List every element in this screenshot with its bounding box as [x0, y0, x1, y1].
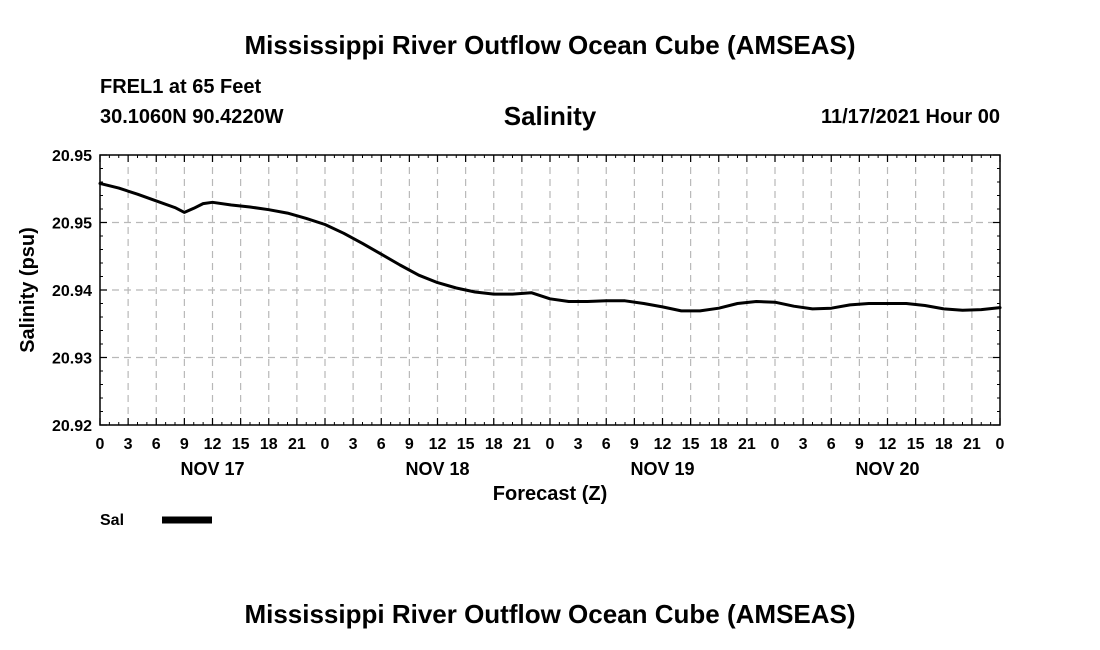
page-title: Mississippi River Outflow Ocean Cube (AM… — [244, 30, 856, 60]
coordinates-label: 30.1060N 90.4220W — [100, 106, 284, 128]
x-tick-label: 6 — [827, 436, 836, 453]
x-tick-label: 3 — [574, 436, 583, 453]
x-tick-label: 21 — [963, 436, 981, 453]
x-tick-label: 18 — [935, 436, 953, 453]
x-tick-label: 18 — [485, 436, 503, 453]
legend-label: Sal — [100, 512, 124, 529]
station-label: FREL1 at 65 Feet — [100, 76, 262, 98]
x-tick-label: 3 — [349, 436, 358, 453]
y-tick-label: 20.94 — [52, 283, 92, 300]
y-tick-label: 20.95 — [52, 148, 92, 165]
x-tick-label: 9 — [630, 436, 639, 453]
footer-title: Mississippi River Outflow Ocean Cube (AM… — [244, 599, 856, 629]
x-tick-label: 6 — [377, 436, 386, 453]
x-tick-label: 15 — [907, 436, 925, 453]
x-tick-label: 12 — [879, 436, 897, 453]
x-tick-label: 18 — [710, 436, 728, 453]
x-tick-label: 0 — [321, 436, 330, 453]
x-tick-label: 21 — [288, 436, 306, 453]
plot-frame — [99, 154, 1001, 426]
x-tick-label: 9 — [855, 436, 864, 453]
day-label: NOV 17 — [180, 459, 244, 479]
x-tick-label: 9 — [180, 436, 189, 453]
x-tick-label: 6 — [602, 436, 611, 453]
x-tick-label: 0 — [771, 436, 780, 453]
x-tick-label: 21 — [738, 436, 756, 453]
x-tick-label: 15 — [457, 436, 475, 453]
x-tick-label: 0 — [996, 436, 1005, 453]
x-tick-label: 21 — [513, 436, 531, 453]
x-tick-label: 3 — [124, 436, 133, 453]
day-label: NOV 19 — [630, 459, 694, 479]
x-tick-label: 9 — [405, 436, 414, 453]
y-tick-label: 20.95 — [52, 216, 92, 233]
day-label: NOV 20 — [855, 459, 919, 479]
x-tick-label: 6 — [152, 436, 161, 453]
chart-title: Salinity — [503, 101, 597, 131]
series-line-sal — [98, 181, 1002, 313]
x-tick-label: 12 — [204, 436, 222, 453]
y-tick-label: 20.93 — [52, 351, 92, 368]
x-tick-label: 12 — [654, 436, 672, 453]
x-axis-label: Forecast (Z) — [493, 483, 607, 505]
y-tick-label: 20.92 — [52, 418, 92, 435]
y-axis-label: Salinity (psu) — [17, 227, 39, 353]
x-tick-label: 18 — [260, 436, 278, 453]
x-tick-label: 15 — [232, 436, 250, 453]
x-tick-label: 0 — [96, 436, 105, 453]
day-label: NOV 18 — [405, 459, 469, 479]
forecast-datetime: 11/17/2021 Hour 00 — [820, 106, 1000, 128]
x-tick-label: 0 — [546, 436, 555, 453]
x-tick-label: 12 — [429, 436, 447, 453]
x-tick-label: 15 — [682, 436, 700, 453]
x-tick-label: 3 — [799, 436, 808, 453]
